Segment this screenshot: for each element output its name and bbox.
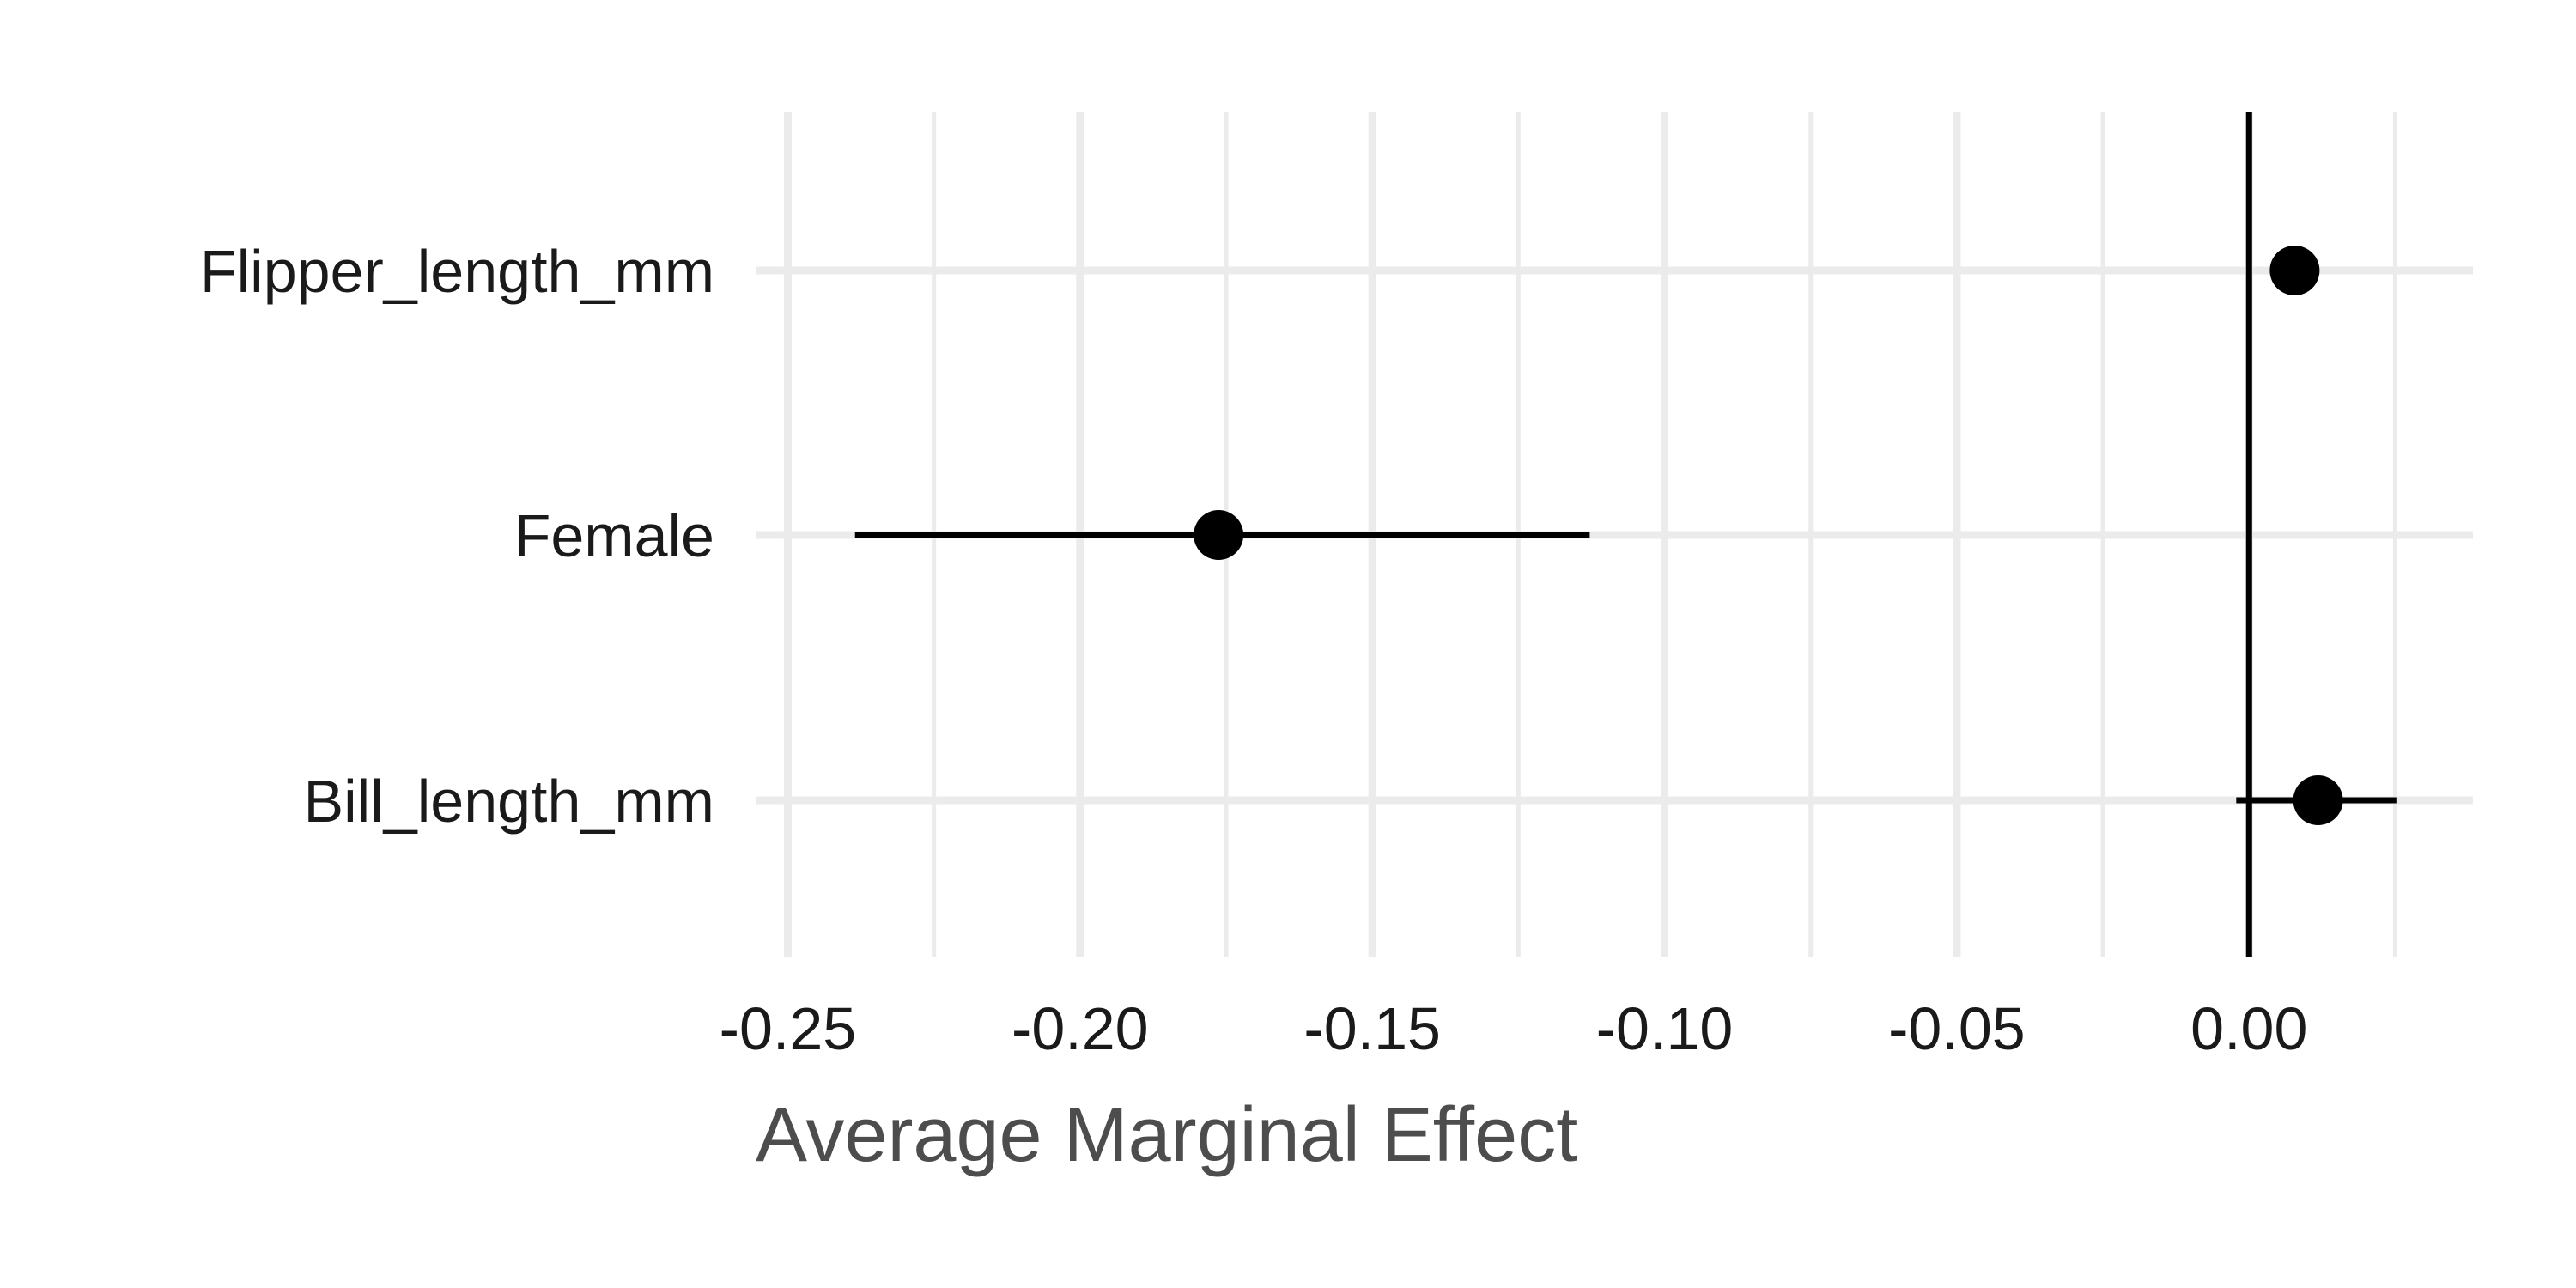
- x-tick-label: -0.10: [1596, 995, 1734, 1062]
- y-tick-label: Female: [514, 502, 714, 569]
- x-tick-label: -0.05: [1888, 995, 2026, 1062]
- x-tick-label: 0.00: [2190, 995, 2307, 1062]
- x-tick-labels: -0.25 -0.20 -0.15 -0.10 -0.05 0.00: [720, 995, 2308, 1062]
- x-tick-label: -0.20: [1012, 995, 1149, 1062]
- y-tick-label: Flipper_length_mm: [200, 238, 714, 305]
- marks-layer: [854, 246, 2397, 825]
- point-estimate: [2269, 246, 2320, 295]
- x-tick-label: -0.25: [720, 995, 857, 1062]
- y-tick-labels: Flipper_length_mm Female Bill_length_mm: [200, 238, 714, 835]
- x-axis-title: Average Marginal Effect: [756, 1092, 1577, 1178]
- point-estimate: [1194, 510, 1244, 560]
- x-tick-label: -0.15: [1303, 995, 1441, 1062]
- y-tick-label: Bill_length_mm: [303, 768, 714, 835]
- point-estimate: [2293, 775, 2343, 825]
